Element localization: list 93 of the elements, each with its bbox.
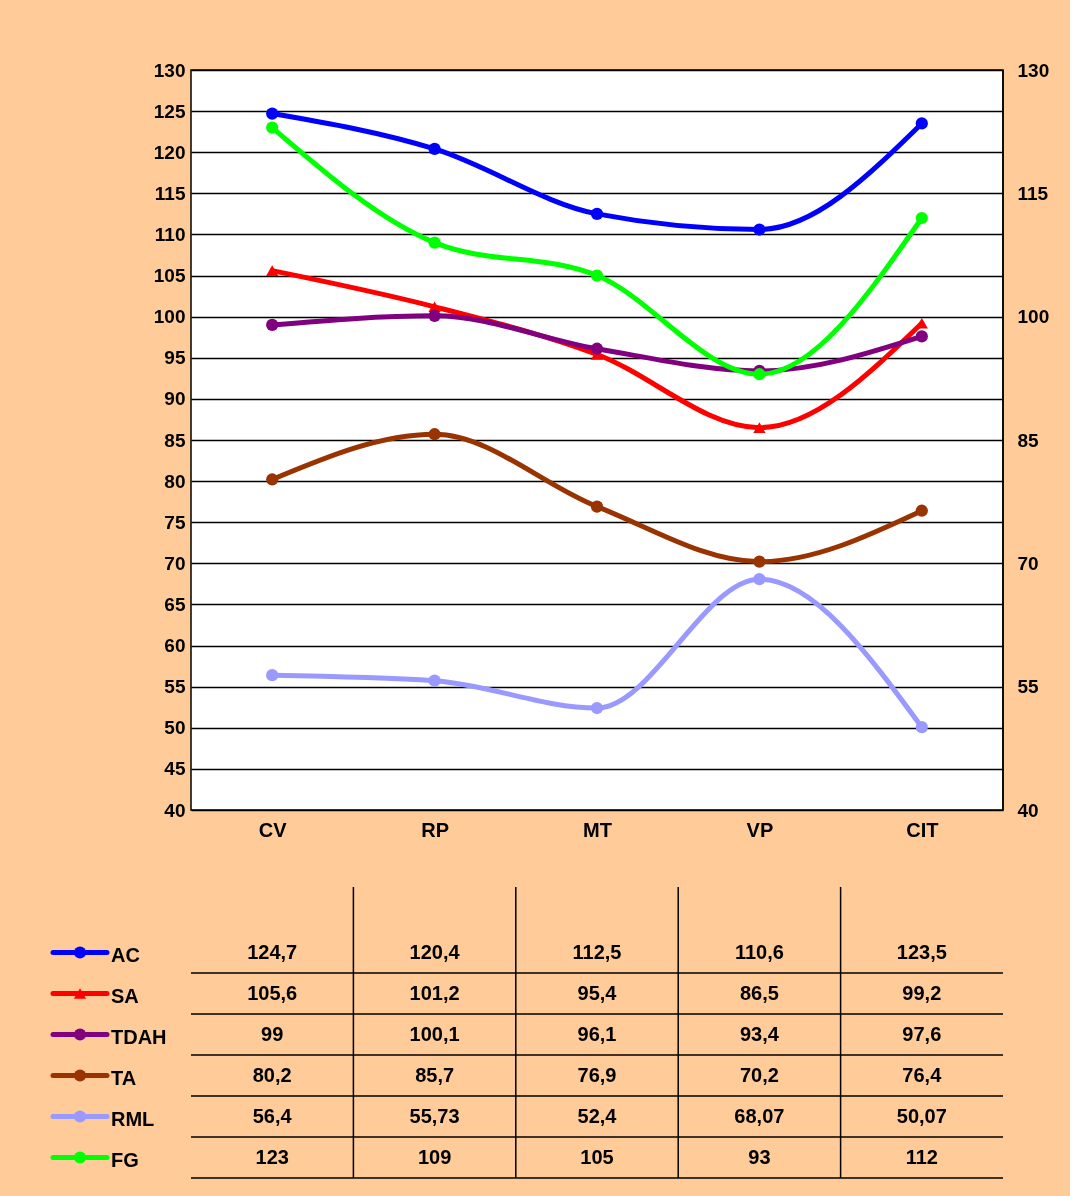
data-label: 99 [261,1022,284,1045]
data-label: 120,4 [409,940,461,963]
data-label: 70,2 [739,1063,779,1086]
point [428,309,441,322]
y-tick-label: 85 [164,429,186,451]
y-tick-label: 75 [164,511,186,533]
y-tick-label: 90 [164,388,186,410]
y2-tick-label: 40 [1017,799,1039,821]
data-label: 85,7 [415,1063,455,1086]
y-tick-label: 105 [153,265,186,287]
y-tick-label: 65 [164,593,186,615]
data-label: 93 [748,1145,771,1168]
point [753,555,766,568]
legend-label: TA [111,1066,137,1089]
legend-label: FG [111,1148,139,1171]
y-tick-label: 95 [164,347,186,369]
y-tick-label: 55 [164,676,186,698]
y-tick-label: 60 [164,635,186,657]
y-tick-label: 50 [164,717,186,739]
x-tick-label: MT [583,818,612,841]
y-tick-label: 80 [164,470,186,492]
data-label: 86,5 [739,981,779,1004]
point [266,473,279,486]
point [753,573,766,586]
y-tick-label: 125 [153,100,186,122]
data-label: 105 [580,1145,614,1168]
y-tick-label: 100 [153,306,186,328]
legend-label: AC [111,943,140,966]
point [428,428,441,441]
point [266,669,279,682]
data-label: 96,1 [577,1022,617,1045]
y2-tick-label: 85 [1017,429,1040,451]
legend-label: RML [111,1107,155,1130]
legend-label: TDAH [111,1025,167,1048]
y-tick-label: 45 [164,758,186,780]
y2-tick-label: 100 [1017,306,1050,328]
data-label: 124,7 [247,940,298,963]
point [428,674,441,687]
point [915,721,928,734]
data-label: 112 [905,1145,938,1168]
y-tick-label: 40 [164,799,186,821]
point [753,368,766,381]
data-label: 105,6 [247,981,298,1004]
x-tick-label: CV [258,818,288,841]
data-label: 95,4 [577,981,618,1004]
data-label: 100,1 [409,1022,460,1045]
data-label: 55,73 [409,1104,460,1127]
legend-label: SA [111,984,139,1007]
y2-tick-label: 130 [1017,59,1050,81]
data-label: 123 [255,1145,289,1168]
data-label: 50,07 [896,1104,947,1127]
data-label: 68,07 [734,1104,785,1127]
data-label: 110,6 [734,940,784,963]
point [266,318,279,331]
point [915,504,928,517]
point [590,269,604,282]
point [266,121,279,134]
data-label: 112,5 [572,940,622,963]
data-label: 76,4 [902,1063,943,1086]
data-label: 99,2 [902,981,942,1004]
point [590,207,604,220]
data-label: 93,4 [739,1022,780,1045]
data-label: 56,4 [252,1104,293,1127]
point [915,330,928,343]
x-tick-label: VP [746,818,774,841]
data-label: 80,2 [252,1063,292,1086]
point [590,500,604,513]
data-label: 76,9 [577,1063,617,1086]
point [428,236,441,249]
x-tick-label: CIT [906,818,939,841]
data-label: 52,4 [577,1104,618,1127]
point [428,142,441,156]
y2-tick-label: 55 [1017,676,1040,698]
y-tick-label: 115 [154,182,186,204]
data-label: 123,5 [896,940,947,963]
y-tick-label: 130 [153,59,186,81]
point [590,701,604,715]
data-label: 101,2 [409,981,460,1004]
point [915,211,928,225]
data-label: 97,6 [902,1022,942,1045]
point [266,265,279,276]
y2-tick-label: 70 [1017,552,1039,574]
y-tick-label: 120 [153,141,186,163]
point [590,342,604,355]
point [753,422,766,433]
point [266,107,279,120]
y-tick-label: 110 [154,223,186,245]
x-tick-label: RP [421,818,449,841]
data-label: 109 [417,1145,452,1168]
y2-tick-label: 115 [1017,182,1049,204]
point [753,223,766,236]
point [915,117,928,130]
y-tick-label: 70 [164,552,186,574]
